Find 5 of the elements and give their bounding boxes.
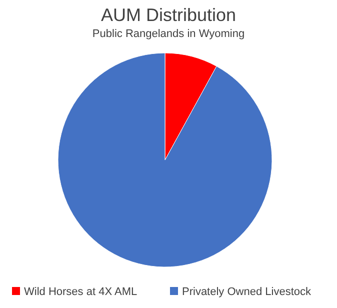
pie-slice: [58, 52, 272, 268]
legend-label: Privately Owned Livestock: [182, 286, 312, 298]
legend-label: Wild Horses at 4X AML: [24, 286, 138, 298]
chart-subtitle: Public Rangelands in Wyoming: [92, 28, 245, 40]
chart-title: AUM Distribution: [100, 5, 236, 25]
